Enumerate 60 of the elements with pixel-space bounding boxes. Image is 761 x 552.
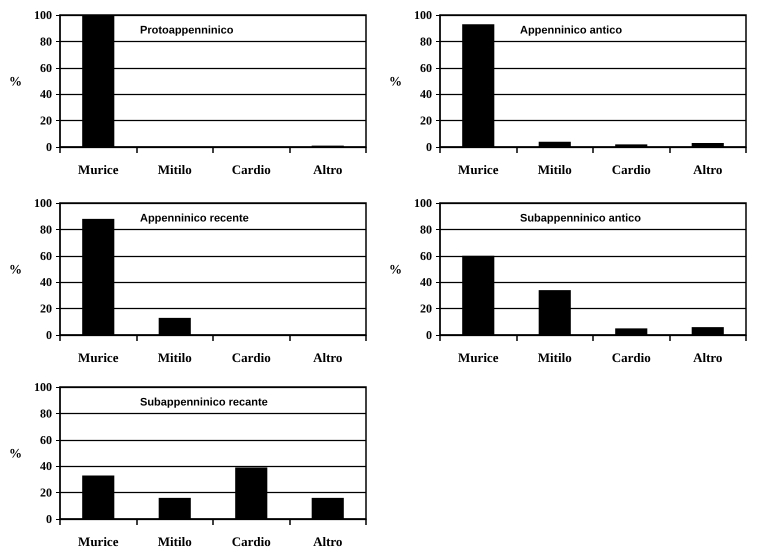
y-tick-label: 40 <box>420 87 432 102</box>
y-tick-label: 0 <box>426 140 432 154</box>
x-tick-label: Mitilo <box>538 162 572 177</box>
x-tick-label: Altro <box>693 350 722 365</box>
y-tick-label: 0 <box>46 512 52 526</box>
y-tick-label: 100 <box>34 8 52 22</box>
text: Subappenninico recante <box>140 396 268 408</box>
x-tick-label: Altro <box>313 534 342 549</box>
y-tick-label: 60 <box>420 248 432 263</box>
y-tick-label: 60 <box>420 60 432 75</box>
y-axis-title: % <box>9 446 22 460</box>
x-tick-label: Mitilo <box>158 350 192 365</box>
x-tick-label: Murice <box>78 350 119 365</box>
text: Appenninico recente <box>140 212 249 224</box>
y-tick-label: 80 <box>420 222 432 236</box>
y-tick-label: 80 <box>40 222 52 236</box>
x-tick-label: Cardio <box>612 162 651 177</box>
y-tick-label: 80 <box>40 406 52 420</box>
y-tick-label: 20 <box>40 302 52 316</box>
y-tick-label: 80 <box>40 34 52 48</box>
x-tick-label: Murice <box>458 162 499 177</box>
y-tick-label: 0 <box>46 328 52 342</box>
x-tick-label: Mitilo <box>538 350 572 365</box>
y-tick-label: 100 <box>414 196 432 210</box>
y-tick-label: 0 <box>426 328 432 342</box>
y-tick-label: 20 <box>420 114 432 128</box>
y-tick-label: 0 <box>46 140 52 154</box>
x-tick-label: Murice <box>458 350 499 365</box>
y-tick-label: 80 <box>420 34 432 48</box>
y-tick-label: 40 <box>420 275 432 290</box>
x-tick-label: Murice <box>78 534 119 549</box>
text: Subappenninico antico <box>520 212 642 224</box>
y-axis-title: % <box>389 74 402 88</box>
x-tick-label: Cardio <box>232 162 271 177</box>
x-tick-label: Cardio <box>612 350 651 365</box>
y-tick-label: 40 <box>40 459 52 474</box>
y-tick-label: 100 <box>414 8 432 22</box>
text: Protoappenninico <box>140 24 234 36</box>
y-axis-title: % <box>389 262 402 276</box>
y-tick-label: 60 <box>40 248 52 263</box>
x-tick-label: Cardio <box>232 534 271 549</box>
x-tick-label: Cardio <box>232 350 271 365</box>
x-tick-label: Mitilo <box>158 162 192 177</box>
text: Appenninico antico <box>520 24 622 36</box>
y-tick-label: 20 <box>420 302 432 316</box>
x-tick-label: Murice <box>78 162 119 177</box>
x-tick-label: Altro <box>313 162 342 177</box>
y-tick-label: 20 <box>40 486 52 500</box>
y-tick-label: 100 <box>34 380 52 394</box>
y-tick-label: 40 <box>40 87 52 102</box>
y-tick-label: 20 <box>40 114 52 128</box>
y-axis-title: % <box>9 74 22 88</box>
y-tick-label: 60 <box>40 60 52 75</box>
x-tick-label: Mitilo <box>158 534 192 549</box>
y-tick-label: 100 <box>34 196 52 210</box>
y-axis-title: % <box>9 262 22 276</box>
y-tick-label: 40 <box>40 275 52 290</box>
x-tick-label: Altro <box>693 162 722 177</box>
x-tick-label: Altro <box>313 350 342 365</box>
y-tick-label: 60 <box>40 432 52 447</box>
